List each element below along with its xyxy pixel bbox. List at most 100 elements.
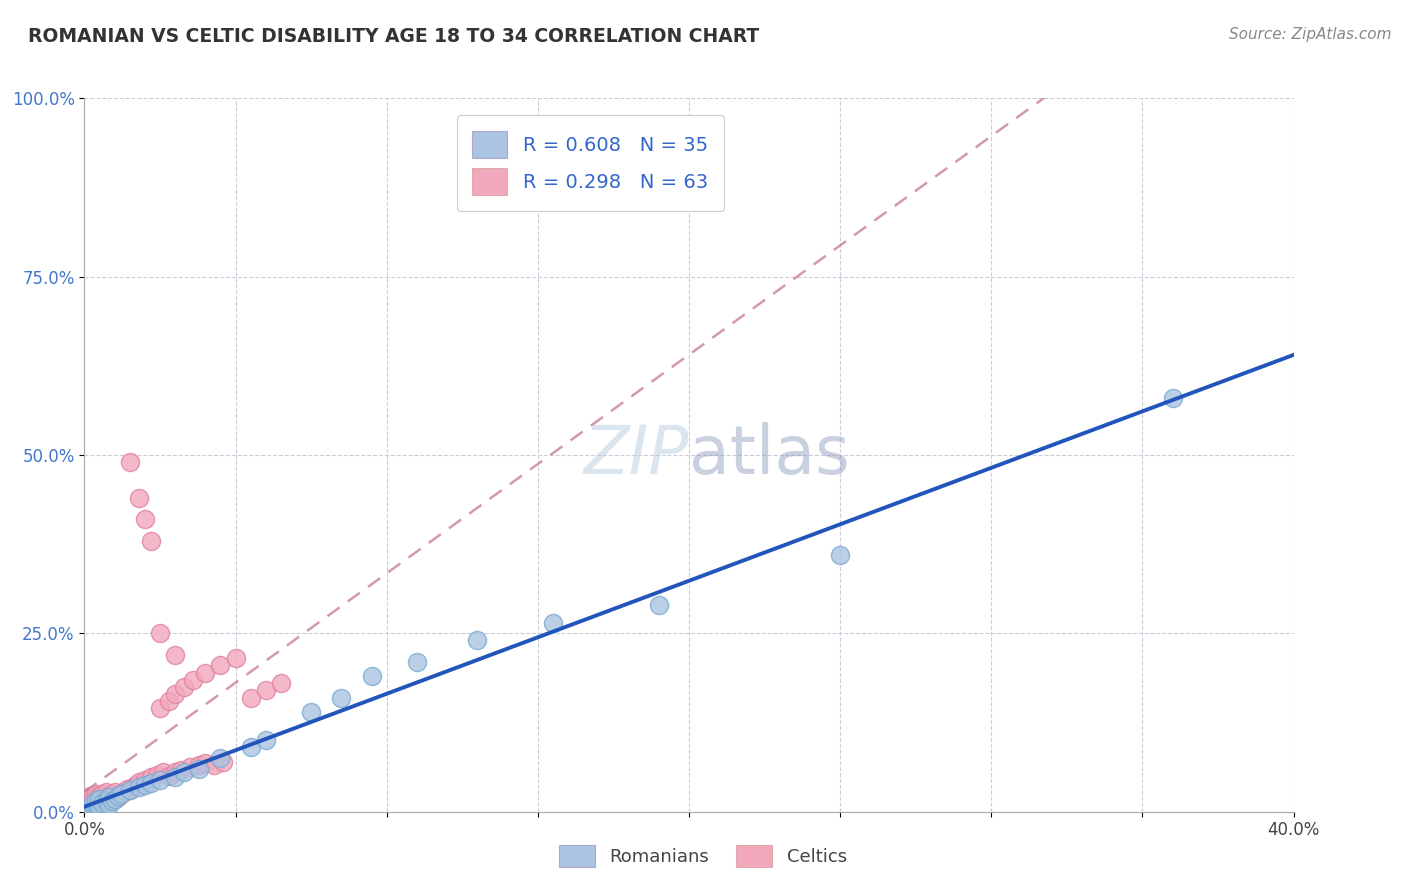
Point xyxy=(254,733,277,747)
Point xyxy=(79,789,101,803)
Point xyxy=(86,797,108,812)
Point xyxy=(202,758,225,772)
Point xyxy=(89,799,111,814)
Point xyxy=(139,533,162,548)
Point xyxy=(254,683,277,698)
Point xyxy=(406,655,429,669)
Point xyxy=(173,680,195,694)
Point xyxy=(270,676,292,690)
Point xyxy=(239,740,262,755)
Point xyxy=(110,787,132,801)
Point xyxy=(225,651,247,665)
Point xyxy=(91,797,114,812)
Point xyxy=(125,778,148,792)
Point xyxy=(82,794,104,808)
Point xyxy=(157,694,180,708)
Point xyxy=(97,790,120,805)
Point xyxy=(541,615,564,630)
Point xyxy=(118,455,141,469)
Point xyxy=(110,787,132,801)
Point xyxy=(149,772,172,787)
Point xyxy=(157,769,180,783)
Point xyxy=(104,792,127,806)
Point xyxy=(112,785,135,799)
Point xyxy=(830,548,852,562)
Point xyxy=(194,665,217,680)
Point xyxy=(89,789,111,803)
Point xyxy=(146,767,169,781)
Point xyxy=(128,774,150,789)
Point xyxy=(82,796,104,810)
Point xyxy=(79,801,101,815)
Point xyxy=(134,772,156,787)
Point xyxy=(89,792,111,806)
Point xyxy=(209,658,232,673)
Point xyxy=(89,799,111,814)
Point xyxy=(134,512,156,526)
Point xyxy=(165,648,187,662)
Point xyxy=(104,792,127,806)
Point xyxy=(82,799,104,814)
Point xyxy=(100,794,122,808)
Point xyxy=(76,801,98,815)
Point xyxy=(152,765,174,780)
Point xyxy=(134,778,156,792)
Point xyxy=(94,790,117,805)
Point xyxy=(188,758,211,772)
Point xyxy=(118,783,141,797)
Point xyxy=(648,598,671,612)
Point xyxy=(165,765,187,780)
Legend: R = 0.608   N = 35, R = 0.298   N = 63: R = 0.608 N = 35, R = 0.298 N = 63 xyxy=(457,115,724,211)
Point xyxy=(86,787,108,801)
Point xyxy=(209,751,232,765)
Point xyxy=(100,794,122,808)
Point xyxy=(94,794,117,808)
Point xyxy=(139,771,162,785)
Point xyxy=(91,787,114,801)
Point xyxy=(360,669,382,683)
Point xyxy=(82,799,104,814)
Point xyxy=(165,687,187,701)
Point xyxy=(149,701,172,715)
Point xyxy=(94,796,117,810)
Point xyxy=(107,790,129,805)
Point xyxy=(330,690,353,705)
Point xyxy=(86,794,108,808)
Legend: Romanians, Celtics: Romanians, Celtics xyxy=(551,838,855,874)
Point xyxy=(97,797,120,812)
Point xyxy=(97,789,120,803)
Point xyxy=(86,792,108,806)
Point xyxy=(173,765,195,780)
Point xyxy=(239,690,262,705)
Text: ROMANIAN VS CELTIC DISABILITY AGE 18 TO 34 CORRELATION CHART: ROMANIAN VS CELTIC DISABILITY AGE 18 TO … xyxy=(28,27,759,45)
Text: ZIP: ZIP xyxy=(583,422,689,488)
Point xyxy=(121,780,143,794)
Point xyxy=(86,797,108,812)
Point xyxy=(139,776,162,790)
Point xyxy=(467,633,489,648)
Point xyxy=(181,673,204,687)
Text: atlas: atlas xyxy=(689,422,849,488)
Point xyxy=(194,756,217,771)
Point xyxy=(97,796,120,810)
Point xyxy=(212,755,235,769)
Point xyxy=(91,792,114,806)
Point xyxy=(107,789,129,803)
Point xyxy=(94,785,117,799)
Point xyxy=(91,796,114,810)
Point xyxy=(100,787,122,801)
Point xyxy=(115,781,138,796)
Point xyxy=(82,789,104,803)
Point xyxy=(170,764,193,778)
Point xyxy=(179,760,201,774)
Point xyxy=(299,705,322,719)
Point xyxy=(149,626,172,640)
Point xyxy=(104,785,127,799)
Point xyxy=(79,794,101,808)
Point xyxy=(76,796,98,810)
Text: Source: ZipAtlas.com: Source: ZipAtlas.com xyxy=(1229,27,1392,42)
Point xyxy=(128,780,150,794)
Point xyxy=(188,762,211,776)
Point xyxy=(128,491,150,505)
Point xyxy=(79,799,101,814)
